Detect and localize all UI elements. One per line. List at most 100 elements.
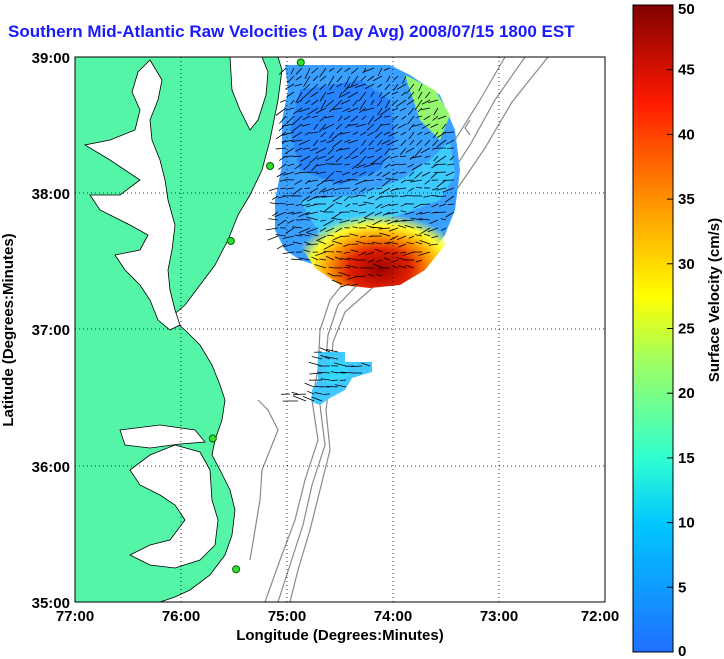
- velocity-arrow: [277, 219, 287, 226]
- velocity-arrow: [326, 91, 335, 95]
- velocity-arrow: [433, 155, 439, 162]
- velocity-arrow: [410, 217, 423, 221]
- velocity-arrow: [320, 131, 327, 138]
- velocity-arrow: [358, 107, 367, 114]
- velocity-arrow: [376, 171, 383, 177]
- velocity-arrow: [294, 83, 303, 87]
- colorbar-tick-label: 10: [678, 515, 695, 532]
- velocity-arrow: [379, 232, 391, 237]
- velocity-arrow: [347, 257, 359, 261]
- velocity-arrow: [290, 67, 295, 75]
- velocity-arrow: [320, 219, 327, 222]
- y-tick-label: 35:00: [32, 595, 70, 612]
- velocity-arrow: [296, 99, 303, 104]
- velocity-arrow: [370, 99, 375, 106]
- velocity-arrow: [416, 139, 423, 146]
- velocity-arrow: [447, 203, 455, 206]
- velocity-arrow: [360, 131, 367, 136]
- velocity-arrow: [292, 226, 303, 229]
- velocity-arrow: [367, 273, 375, 277]
- velocity-arrow: [347, 91, 359, 99]
- velocity-arrow: [355, 163, 367, 169]
- velocity-arrow: [376, 274, 383, 277]
- velocity-arrow: [269, 187, 279, 192]
- velocity-arrow: [295, 75, 303, 81]
- velocity-arrow: [330, 379, 339, 382]
- velocity-arrow: [445, 139, 455, 145]
- velocity-arrow: [390, 235, 399, 241]
- velocity-arrow: [420, 147, 431, 154]
- velocity-arrow: [319, 258, 327, 261]
- velocity-arrow: [410, 179, 423, 183]
- velocity-arrow: [363, 179, 375, 182]
- velocity-arrow: [343, 195, 351, 202]
- velocity-arrow: [290, 99, 295, 105]
- velocity-arrow: [291, 211, 303, 215]
- velocity-arrow: [376, 187, 383, 190]
- velocity-arrow: [349, 147, 359, 156]
- velocity-arrow: [334, 384, 347, 388]
- velocity-arrow: [328, 75, 335, 86]
- velocity-arrow: [304, 131, 311, 136]
- velocity-arrow: [340, 235, 351, 237]
- velocity-arrow: [402, 75, 407, 84]
- velocity-arrow: [272, 211, 279, 217]
- colorbar-tick-label: 45: [678, 62, 695, 79]
- velocity-arrow: [304, 241, 311, 245]
- velocity-arrow: [307, 107, 319, 116]
- velocity-arrow: [302, 395, 315, 402]
- velocity-arrow: [276, 171, 287, 178]
- velocity-arrow: [323, 243, 335, 250]
- velocity-arrow: [311, 67, 319, 74]
- velocity-arrow: [376, 178, 383, 181]
- station-marker: [266, 162, 275, 170]
- velocity-arrow: [362, 67, 375, 73]
- velocity-arrow: [323, 250, 335, 253]
- x-tick-label: 77:00: [56, 608, 94, 625]
- velocity-arrow: [374, 131, 383, 139]
- velocity-arrow: [419, 240, 431, 245]
- velocity-arrow: [408, 171, 415, 177]
- colorbar-tick-label: 25: [678, 321, 695, 338]
- velocity-arrow: [400, 251, 407, 254]
- velocity-arrow: [337, 115, 343, 122]
- velocity-arrow: [331, 240, 343, 245]
- x-tick-label: 72:00: [581, 608, 619, 625]
- velocity-arrow: [408, 187, 415, 192]
- velocity-arrow: [372, 219, 383, 226]
- velocity-arrow: [377, 139, 383, 146]
- velocity-arrow: [383, 131, 391, 136]
- velocity-arrow: [399, 155, 407, 158]
- velocity-arrow: [333, 99, 343, 109]
- velocity-arrow: [306, 243, 319, 246]
- velocity-arrow: [291, 139, 303, 143]
- velocity-arrow: [275, 147, 287, 150]
- velocity-arrow: [444, 195, 455, 203]
- velocity-arrow: [340, 131, 351, 135]
- velocity-arrow: [333, 187, 343, 191]
- velocity-arrow: [431, 203, 439, 208]
- velocity-arrow: [400, 139, 407, 147]
- velocity-arrow: [326, 385, 339, 388]
- velocity-arrow: [351, 365, 363, 368]
- velocity-arrow: [309, 155, 319, 164]
- velocity-arrow: [322, 123, 335, 130]
- velocity-arrow: [316, 171, 327, 175]
- velocity-arrow: [319, 67, 327, 78]
- velocity-arrow: [420, 211, 431, 215]
- velocity-arrow: [381, 179, 391, 187]
- velocity-arrow: [279, 115, 287, 124]
- velocity-arrow: [417, 91, 423, 100]
- velocity-arrow: [358, 219, 367, 224]
- velocity-arrow: [303, 75, 311, 87]
- velocity-arrow: [319, 91, 327, 102]
- velocity-arrow: [356, 275, 367, 278]
- y-tick-label: 39:00: [32, 50, 70, 67]
- velocity-arrow: [408, 235, 415, 239]
- velocity-arrow: [375, 195, 383, 201]
- velocity-arrow: [275, 107, 287, 116]
- velocity-arrow: [421, 123, 431, 129]
- velocity-arrow: [333, 235, 343, 241]
- velocity-arrow: [354, 83, 367, 88]
